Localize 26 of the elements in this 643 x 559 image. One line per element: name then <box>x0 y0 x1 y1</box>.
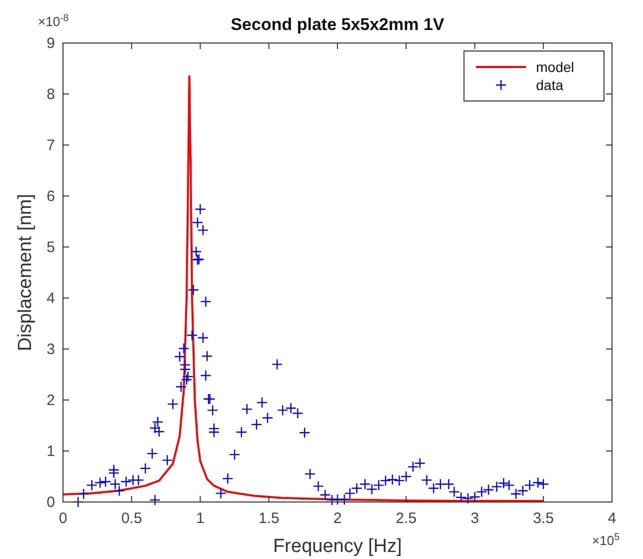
y-tick-label: 0 <box>46 494 55 511</box>
legend-label: model <box>536 59 574 75</box>
x-tick-label: 1.5 <box>258 510 280 527</box>
legend-label: data <box>536 77 564 93</box>
y-tick-label: 4 <box>46 290 55 307</box>
y-axis-title: Displacement [nm] <box>15 194 36 352</box>
text: ×10$^{-8}$ <box>38 12 69 29</box>
y-tick-label: 1 <box>46 443 55 460</box>
x-tick-label: 2.5 <box>396 510 417 527</box>
x-tick-label: 3.5 <box>532 510 554 527</box>
chart-title: Second plate 5x5x2mm 1V <box>230 15 445 34</box>
x-tick-label: 1 <box>196 510 204 527</box>
y-tick-label: 9 <box>46 35 55 52</box>
x-axis-title: Frequency [Hz] <box>273 536 402 557</box>
y-tick-label: 3 <box>46 341 55 358</box>
x-tick-label: 3 <box>470 510 479 527</box>
x-tick-label: 2 <box>333 510 342 527</box>
y-tick-label: 2 <box>46 392 55 409</box>
y-tick-label: 7 <box>46 137 55 154</box>
x-tick-label: 4 <box>608 510 616 527</box>
x-tick-label: 0.5 <box>121 510 142 527</box>
x-tick-label: 0 <box>58 510 68 527</box>
y-tick-label: 6 <box>46 188 55 205</box>
y-tick-label: 8 <box>46 86 55 103</box>
y-tick-label: 5 <box>46 239 55 256</box>
text: ×10$^{5}$ <box>592 532 620 548</box>
